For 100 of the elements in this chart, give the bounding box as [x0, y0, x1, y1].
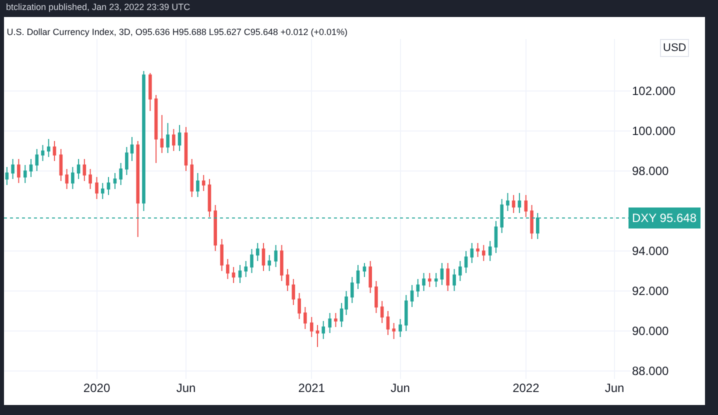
candlestick: [350, 276, 354, 304]
x-tick-label: 2020: [83, 381, 110, 395]
candlestick: [524, 194, 528, 218]
candlestick: [452, 268, 456, 292]
candlestick: [506, 192, 510, 212]
y-tick-label: 92.000: [632, 284, 670, 298]
candlestick: [100, 182, 104, 200]
candlestick: [226, 258, 230, 280]
x-tick-label: 2021: [298, 381, 326, 395]
candlestick: [52, 140, 56, 162]
y-axis-title: USD: [663, 42, 686, 54]
candlestick: [262, 242, 266, 272]
text: btclization published, Jan 23, 2022 23:39 UTC: [6, 2, 190, 12]
candlestick: [59, 148, 63, 182]
candlestick: [208, 178, 212, 218]
candlestick: [386, 310, 390, 336]
candlestick: [494, 220, 498, 254]
candlestick: [130, 136, 134, 162]
candlestick: [476, 242, 480, 258]
candlestick: [125, 146, 128, 176]
candlestick: [316, 324, 320, 348]
candlestick: [416, 278, 420, 298]
candlestick: [482, 244, 486, 262]
candlestick: [178, 124, 182, 152]
candlestick: [410, 284, 414, 308]
candlestick: [244, 260, 248, 278]
candlestick: [292, 278, 296, 306]
candlestick: [274, 244, 278, 268]
candlestick: [446, 262, 450, 292]
candlestick: [148, 72, 152, 112]
candlestick: [280, 244, 284, 282]
candlestick: [5, 166, 9, 186]
candlestick: [328, 312, 332, 334]
candlestick: [65, 168, 68, 190]
candlestick: [184, 126, 188, 172]
candlestick: [35, 148, 39, 172]
candlestick: [238, 264, 242, 284]
candlestick: [256, 242, 260, 262]
candlestick: [202, 174, 206, 192]
candlestick: [362, 262, 366, 278]
candlestick: [518, 192, 522, 214]
candlestick: [422, 272, 426, 292]
x-tick-label: 2022: [512, 381, 540, 395]
candlestick: [440, 262, 444, 286]
candlestick: [154, 94, 158, 164]
candlestick: [190, 158, 194, 198]
candlestick: [304, 306, 307, 330]
x-tick-label: Jun: [604, 381, 624, 395]
candlestick: [160, 114, 164, 154]
candlestick: [298, 292, 301, 320]
candlestick: [286, 268, 290, 292]
candlestick: [71, 166, 74, 190]
y-tick-label: 100.000: [632, 124, 676, 138]
candlestick: [530, 204, 534, 240]
candlestick: [322, 320, 326, 340]
candlestick: [398, 318, 402, 338]
y-tick-label: 102.000: [632, 84, 676, 98]
candlestick: [334, 312, 338, 328]
candlestick: [464, 250, 468, 274]
candlestick: [512, 194, 516, 214]
candlestick: [356, 264, 360, 290]
y-tick-label: 90.000: [632, 324, 670, 338]
candlestick: [428, 272, 432, 288]
candlestick: [268, 254, 272, 272]
candlestick: [113, 172, 117, 190]
y-tick-label: 98.000: [632, 164, 670, 178]
candlestick: [41, 144, 44, 162]
candlestick: [310, 316, 314, 338]
y-tick-label: 94.000: [632, 244, 670, 258]
candlestick: [196, 172, 200, 198]
candlestick: [172, 128, 176, 152]
candlestick: [106, 176, 110, 196]
candlestick: [29, 158, 33, 178]
candlestick: [232, 266, 236, 284]
candlestick: [434, 272, 438, 288]
candlestick: [23, 164, 27, 184]
candlestick: [470, 242, 474, 264]
candlestick: [95, 176, 98, 200]
candlestick: [404, 294, 408, 332]
candlestick: [46, 138, 50, 158]
candlestick: [488, 240, 492, 262]
candlestick: [458, 260, 462, 282]
candlestick: [17, 158, 20, 184]
candlestick: [220, 238, 224, 272]
x-tick-label: Jun: [390, 381, 410, 395]
candlestick: [250, 248, 254, 274]
candlestick: [368, 260, 372, 294]
y-tick-label: 88.000: [632, 364, 670, 378]
candlestick: [166, 122, 170, 154]
candlestick: [76, 158, 80, 180]
candlestick: [88, 168, 92, 190]
candlestick: [136, 140, 140, 238]
candlestick: [392, 322, 396, 340]
candlestick: [380, 300, 384, 324]
candlestick: [11, 158, 14, 180]
ref-line-label: DXY 95.648: [632, 211, 697, 225]
candlestick: [142, 70, 146, 212]
chart-title: U.S. Dollar Currency Index, 3D, O95.636 H95.688 L95.627 C95.648 +0.012 (+0.01%): [6, 26, 348, 37]
candlestick: [374, 280, 378, 314]
candlestick: [119, 162, 122, 186]
